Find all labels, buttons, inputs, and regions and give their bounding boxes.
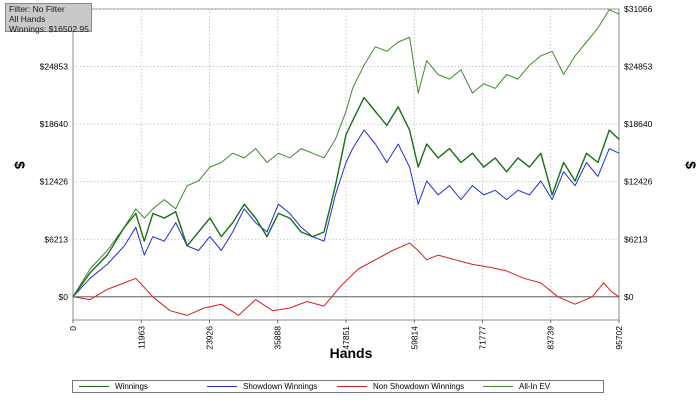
series-line-showdown-winnings: [72, 129, 620, 298]
y-tick-label-right: $6213: [624, 234, 648, 244]
y-tick-label-left: $0: [59, 292, 69, 302]
x-tick-label: 47851: [341, 326, 351, 350]
y-axis-title-right: $: [683, 161, 699, 169]
y-tick-label-left: $24853: [40, 62, 69, 72]
hands-filter-label: All Hands: [9, 14, 46, 24]
y-axis-title-left: $: [12, 161, 28, 169]
legend-swatch: [207, 386, 237, 388]
legend-label: Non Showdown Winnings: [373, 382, 465, 391]
filter-label: Filter: No Filter: [9, 4, 65, 14]
series-layer: [72, 9, 620, 316]
legend-item-all-in-ev: All-In EV: [483, 381, 550, 392]
series-line-all-in-ev: [72, 9, 620, 298]
legend-label: All-In EV: [519, 382, 551, 391]
series-line-winnings: [72, 96, 620, 298]
y-tick-label-right: $31066: [624, 4, 653, 14]
y-tick-label-left: $6213: [44, 234, 68, 244]
x-tick-label: 0: [68, 326, 78, 331]
x-tick-label: 35888: [273, 326, 283, 350]
chart-legend: Winnings Showdown Winnings Non Showdown Wi…: [72, 380, 604, 393]
legend-swatch: [79, 386, 109, 388]
x-tick-label: 59814: [409, 326, 419, 350]
x-tick-label: 71777: [478, 326, 488, 350]
legend-label: Winnings: [115, 382, 148, 391]
y-tick-label-left: $12426: [40, 177, 69, 187]
x-axis-title: Hands: [330, 345, 373, 361]
legend-swatch: [483, 386, 513, 388]
axis-layer: 0 11963 23926 35888 47851 59814 71777 83739 9570…: [40, 4, 653, 350]
legend-item-non-showdown-winnings: Non Showdown Winnings: [337, 381, 464, 392]
series-line-non-showdown-winnings: [72, 242, 620, 316]
x-tick-label: 95702: [614, 326, 624, 350]
y-tick-label-right: $18640: [624, 119, 653, 129]
legend-item-showdown-winnings: Showdown Winnings: [207, 381, 317, 392]
y-tick-label-left: $18640: [40, 119, 69, 129]
legend-label: Showdown Winnings: [243, 382, 318, 391]
filter-info-box: Filter: No Filter All Hands Winnings: $1…: [5, 3, 92, 34]
y-tick-label-right: $12426: [624, 177, 653, 187]
total-winnings-label: Winnings: $16502.95: [9, 24, 89, 34]
y-tick-label-right: $24853: [624, 62, 653, 72]
x-tick-label: 11963: [136, 326, 146, 349]
x-tick-label: 83739: [546, 326, 556, 350]
legend-item-winnings: Winnings: [79, 381, 148, 392]
legend-swatch: [337, 386, 367, 388]
y-tick-label-right: $0: [624, 292, 634, 302]
x-tick-label: 23926: [205, 326, 215, 350]
